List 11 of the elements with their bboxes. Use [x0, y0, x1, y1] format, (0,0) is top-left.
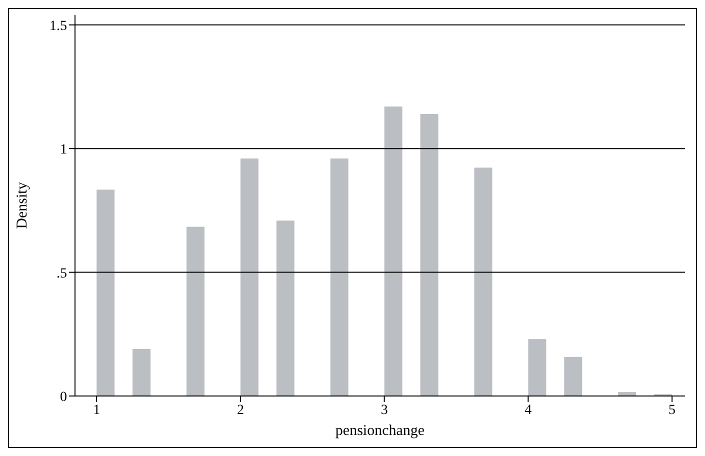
y-tick-label: .5: [56, 266, 67, 282]
x-tick-label: 4: [524, 402, 532, 418]
x-tick-label: 1: [93, 402, 100, 418]
x-tick-label: 2: [236, 402, 244, 418]
y-tick-label: 1.5: [50, 18, 67, 34]
x-tick-label: 3: [380, 402, 388, 418]
x-axis-title: pensionchange: [335, 423, 425, 439]
x-tick-label: 5: [668, 402, 676, 418]
y-tick-label: 0: [60, 390, 67, 405]
y-axis-title: Density: [14, 182, 30, 229]
y-tick-label: 1: [60, 142, 67, 158]
